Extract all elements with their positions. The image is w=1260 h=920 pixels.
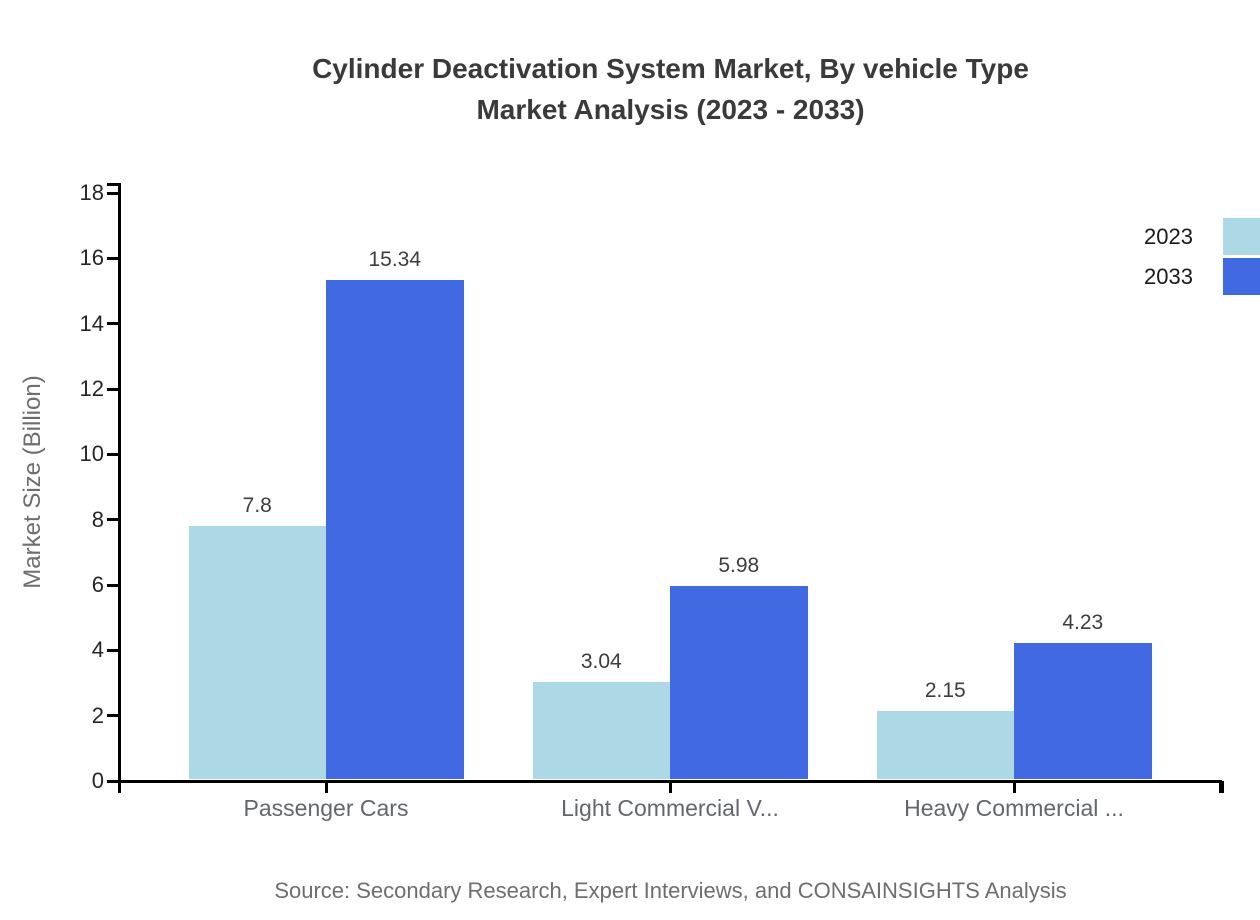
y-tick-label: 12 [79,376,104,401]
value-label-2023-light-commercial-v: 3.04 [580,649,622,673]
y-tick [107,387,119,391]
y-tick-label: 2 [91,702,104,728]
value-label-2033-light-commercial-v: 5.98 [718,553,760,577]
y-tick-label: 8 [91,506,104,532]
legend: 2023 2033 [1144,218,1260,298]
y-tick [107,191,119,195]
x-tick [324,781,328,793]
x-tick [1220,781,1224,793]
legend-swatch-2033 [1223,258,1260,295]
y-tick-label: 0 [91,768,104,793]
value-label-2023-heavy-commercial: 2.15 [924,678,966,702]
y-tick-label: 10 [79,441,104,467]
bar-2023-heavy-commercial [876,710,1014,780]
x-tick [668,781,672,793]
bar-2033-heavy-commercial [1014,642,1152,780]
x-category-label-heavy-commercial: Heavy Commercial ... [904,795,1124,821]
legend-label-2023: 2023 [1144,223,1193,249]
x-axis-line [107,779,1222,783]
y-tick-label: 18 [79,180,104,205]
value-label-2023-passenger-cars: 7.8 [242,494,272,518]
bar-2023-light-commercial-v [532,681,670,780]
y-tick [107,518,119,522]
chart-title-line-2: Market Analysis (2023 - 2033) [476,94,865,125]
y-tick-label: 6 [91,572,104,597]
y-tick [107,779,119,783]
y-tick [107,714,119,718]
legend-swatch-2023 [1223,218,1260,255]
bar-2033-light-commercial-v [670,585,808,780]
y-axis-line [117,183,121,793]
chart-title: Cylinder Deactivation System Market, By … [119,48,1222,130]
y-tick [107,256,119,260]
x-category-label-light-commercial-v: Light Commercial V... [561,795,779,821]
chart-title-line-1: Cylinder Deactivation System Market, By … [312,53,1029,84]
value-label-2033-heavy-commercial: 4.23 [1062,610,1104,634]
legend-item-2023: 2023 [1144,218,1260,255]
y-tick [107,322,119,326]
y-tick-label: 16 [79,245,104,271]
source-note: Source: Secondary Research, Expert Inter… [274,878,1067,903]
x-category-label-passenger-cars: Passenger Cars [243,795,409,821]
x-tick [117,781,121,793]
y-tick [107,583,119,587]
bar-2033-passenger-cars [326,279,464,780]
bar-2023-passenger-cars [188,526,326,780]
y-axis-top-cap [107,183,119,186]
legend-item-2033: 2033 [1144,258,1260,295]
x-tick [1012,781,1016,793]
y-tick-label: 14 [79,310,104,336]
y-tick-label: 4 [91,637,104,663]
value-label-2033-passenger-cars: 15.34 [368,247,422,271]
legend-label-2033: 2033 [1144,263,1193,289]
y-tick [107,452,119,456]
y-tick [107,648,119,652]
